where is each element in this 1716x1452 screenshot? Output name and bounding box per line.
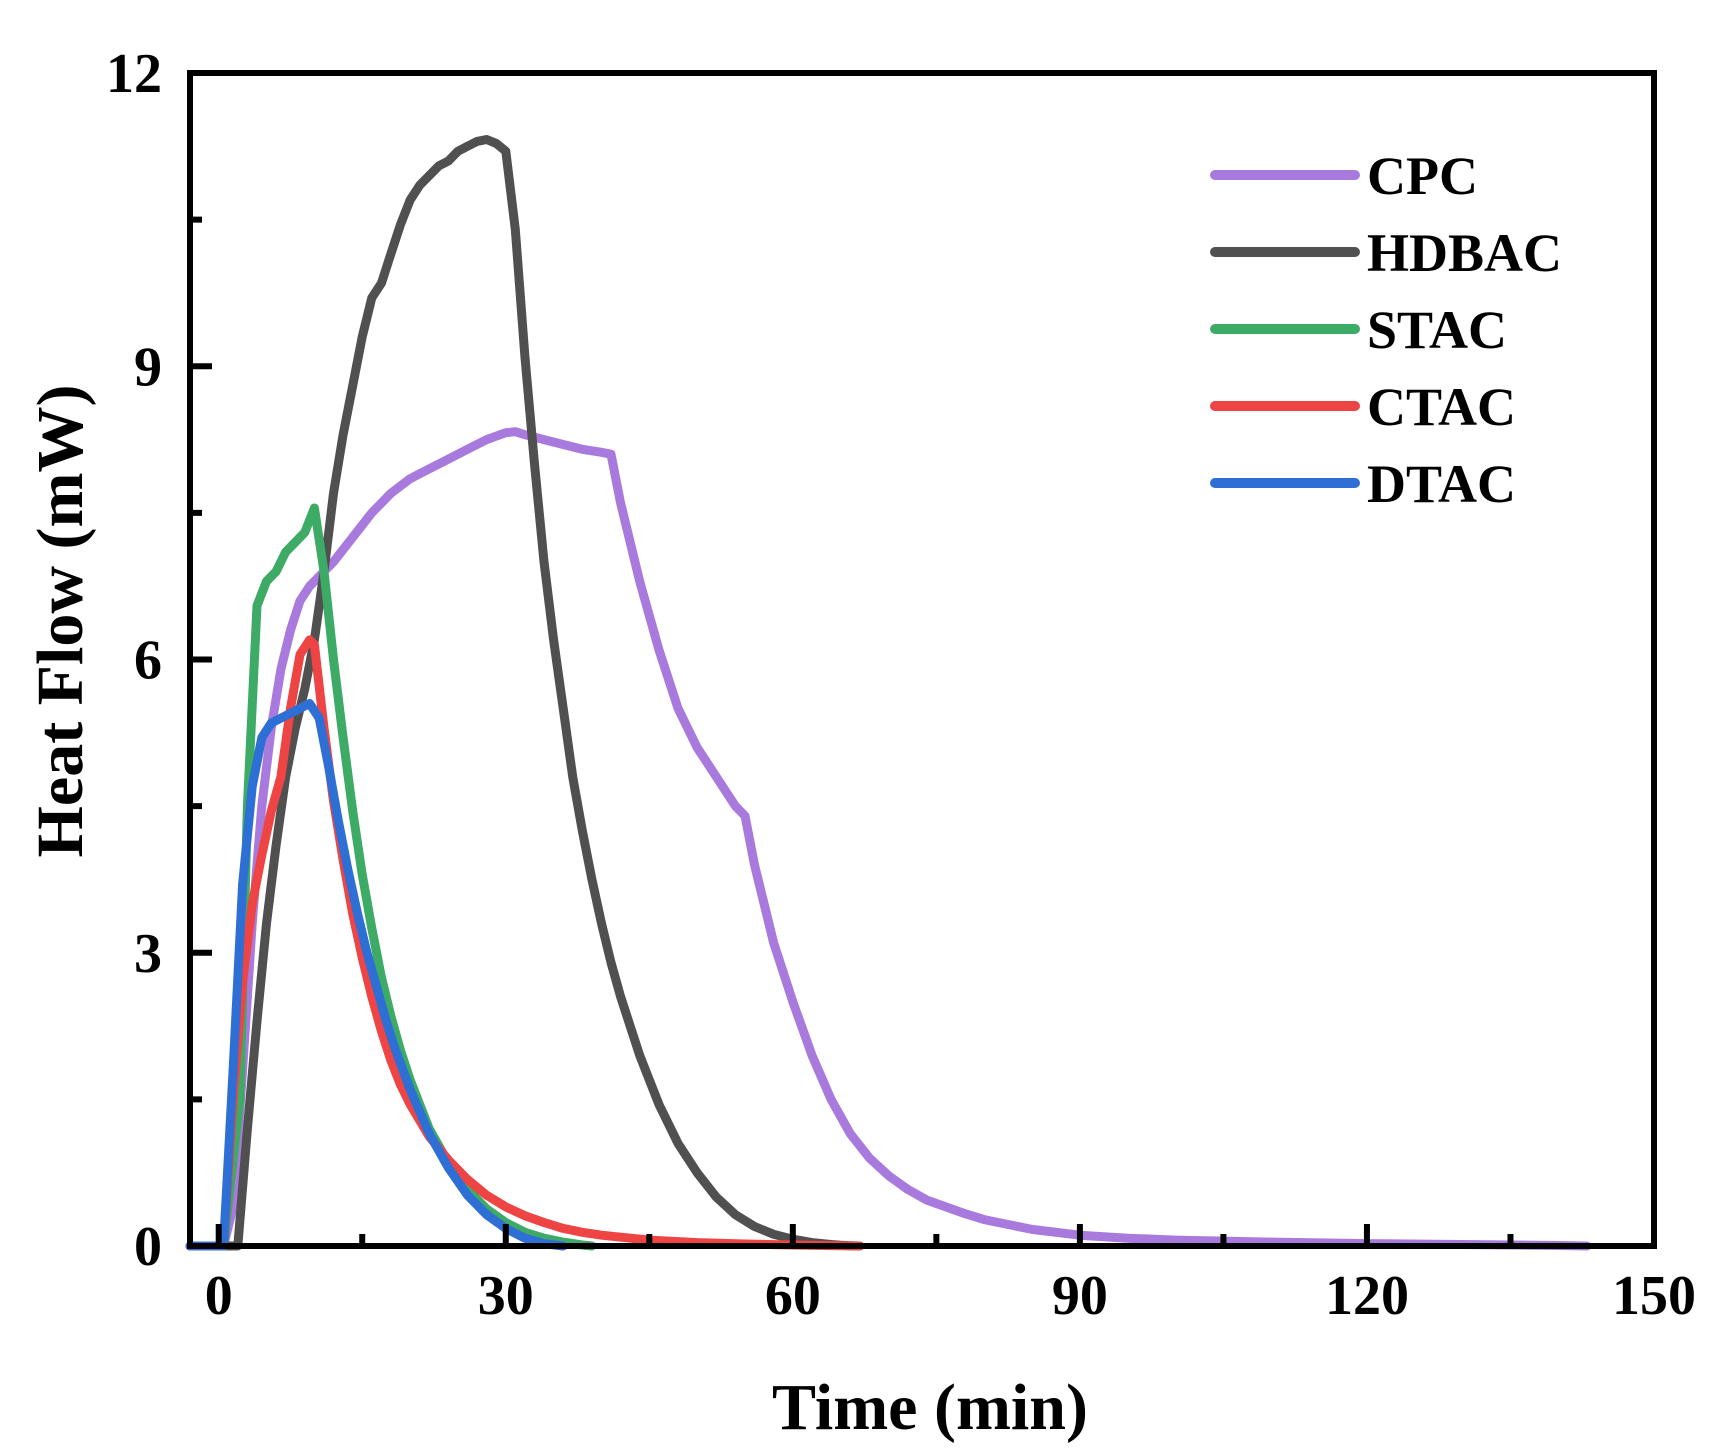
legend-label-cpc: CPC <box>1367 146 1478 206</box>
axes-layer: 0 30 60 90 120 150 0 3 6 9 12 <box>106 43 1696 1327</box>
y-tick-label-3: 3 <box>134 923 162 985</box>
series-line-stac <box>185 503 597 1251</box>
series-line-cpc <box>185 427 1592 1251</box>
legend-label-stac: STAC <box>1367 300 1507 360</box>
x-tick-label-0: 0 <box>205 1265 233 1327</box>
x-tick-label-120: 120 <box>1325 1265 1409 1327</box>
y-tick-label-12: 12 <box>106 43 162 105</box>
series-line-dtac <box>185 699 568 1251</box>
x-tick-label-30: 30 <box>478 1265 534 1327</box>
x-axis-title: Time (min) <box>772 1371 1088 1444</box>
legend-label-ctac: CTAC <box>1367 377 1516 437</box>
y-tick-label-6: 6 <box>134 630 162 692</box>
series-line-ctac <box>185 635 865 1251</box>
x-tick-label-60: 60 <box>765 1265 821 1327</box>
series-line-hdbac <box>185 135 865 1251</box>
legend-label-hdbac: HDBAC <box>1367 223 1562 283</box>
x-tick-label-90: 90 <box>1052 1265 1108 1327</box>
y-tick-label-9: 9 <box>134 336 162 398</box>
legend-label-dtac: DTAC <box>1367 454 1516 514</box>
legend: CPC HDBAC STAC CTAC DTAC <box>1210 146 1562 514</box>
y-tick-label-0: 0 <box>134 1216 162 1278</box>
y-axis-title: Heat Flow (mW) <box>24 385 97 858</box>
series-layer <box>185 135 1592 1251</box>
x-tick-label-150: 150 <box>1612 1265 1696 1327</box>
